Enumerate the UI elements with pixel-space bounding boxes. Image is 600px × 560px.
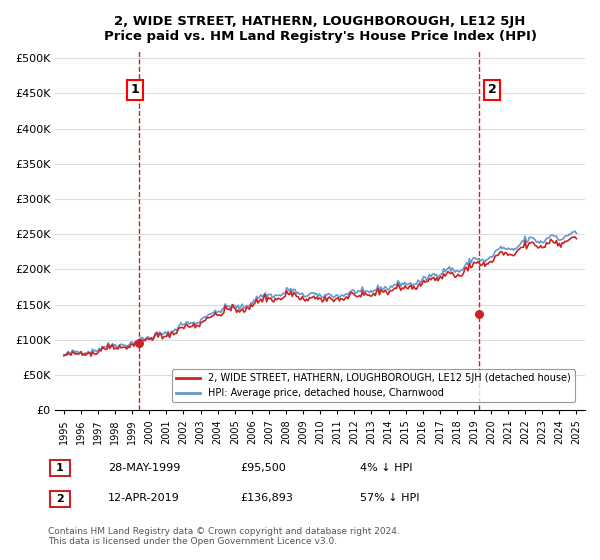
Bar xyxy=(50,460,70,476)
Text: 28-MAY-1999: 28-MAY-1999 xyxy=(108,463,181,473)
Point xyxy=(134,339,144,348)
Text: 2: 2 xyxy=(56,494,64,503)
Legend: 2, WIDE STREET, HATHERN, LOUGHBOROUGH, LE12 5JH (detached house), HPI: Average p: 2, WIDE STREET, HATHERN, LOUGHBOROUGH, L… xyxy=(172,369,575,402)
Text: 4% ↓ HPI: 4% ↓ HPI xyxy=(360,463,413,473)
Text: £136,893: £136,893 xyxy=(240,493,293,503)
Text: 2: 2 xyxy=(488,83,496,96)
Text: 1: 1 xyxy=(56,463,64,473)
Text: 1: 1 xyxy=(131,83,139,96)
Text: 57% ↓ HPI: 57% ↓ HPI xyxy=(360,493,419,503)
Text: 12-APR-2019: 12-APR-2019 xyxy=(108,493,180,503)
Text: £95,500: £95,500 xyxy=(240,463,286,473)
Title: 2, WIDE STREET, HATHERN, LOUGHBOROUGH, LE12 5JH
Price paid vs. HM Land Registry': 2, WIDE STREET, HATHERN, LOUGHBOROUGH, L… xyxy=(104,15,536,43)
Point xyxy=(474,310,484,319)
Bar xyxy=(50,491,70,506)
Text: Contains HM Land Registry data © Crown copyright and database right 2024.
This d: Contains HM Land Registry data © Crown c… xyxy=(48,526,400,546)
